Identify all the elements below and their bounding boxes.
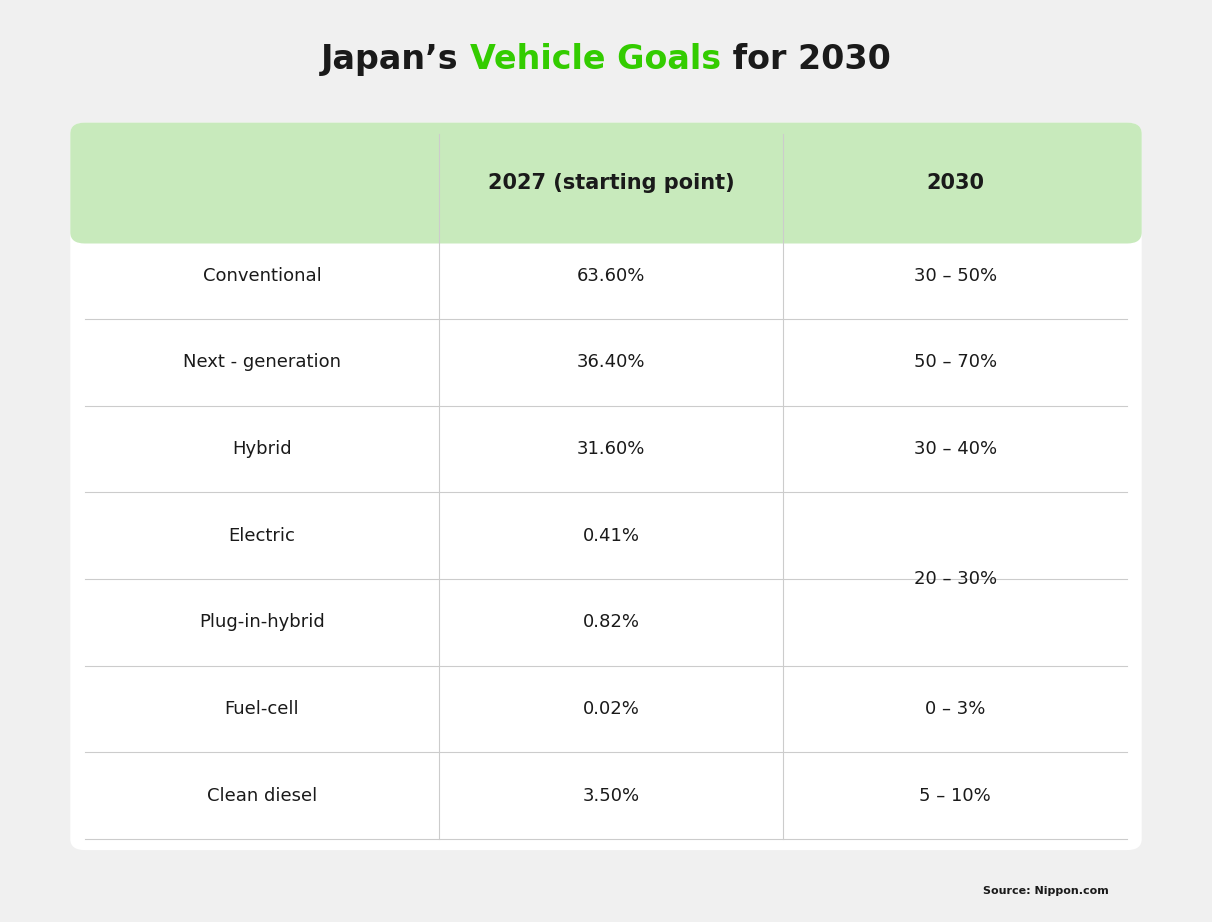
Text: 0.82%: 0.82% [583, 613, 640, 632]
Text: 30 – 50%: 30 – 50% [914, 266, 996, 285]
Text: 30 – 40%: 30 – 40% [914, 440, 996, 458]
Text: Plug-in-hybrid: Plug-in-hybrid [199, 613, 325, 632]
Text: for 2030: for 2030 [721, 43, 891, 77]
Point [431, 128, 446, 139]
Text: 36.40%: 36.40% [577, 353, 646, 372]
Text: 2030: 2030 [926, 173, 984, 193]
Text: 63.60%: 63.60% [577, 266, 646, 285]
Text: 20 – 30%: 20 – 30% [914, 570, 996, 588]
Text: Clean diesel: Clean diesel [207, 786, 318, 805]
Text: 0.02%: 0.02% [583, 700, 640, 718]
Point [776, 833, 790, 845]
Text: 0 – 3%: 0 – 3% [925, 700, 985, 718]
Point [776, 128, 790, 139]
Text: 0.41%: 0.41% [583, 526, 640, 545]
Text: Vehicle Goals: Vehicle Goals [470, 43, 721, 77]
Text: Hybrid: Hybrid [233, 440, 292, 458]
Text: Conventional: Conventional [202, 266, 321, 285]
Text: Fuel-cell: Fuel-cell [224, 700, 299, 718]
Text: 50 – 70%: 50 – 70% [914, 353, 996, 372]
Text: 31.60%: 31.60% [577, 440, 646, 458]
Text: Japan’s: Japan’s [321, 43, 470, 77]
Text: Source: Nippon.com: Source: Nippon.com [983, 886, 1109, 896]
FancyBboxPatch shape [70, 123, 1142, 850]
FancyBboxPatch shape [70, 123, 1142, 243]
Point [431, 833, 446, 845]
Text: Next - generation: Next - generation [183, 353, 341, 372]
Text: 3.50%: 3.50% [583, 786, 640, 805]
Text: 5 – 10%: 5 – 10% [920, 786, 991, 805]
Text: 2027 (starting point): 2027 (starting point) [488, 173, 734, 193]
Text: Electric: Electric [229, 526, 296, 545]
